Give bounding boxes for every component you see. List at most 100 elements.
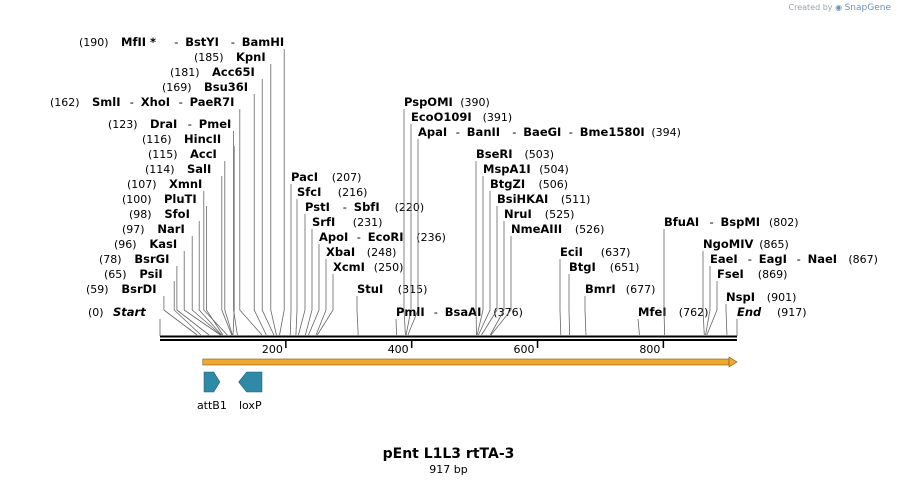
enzyme-site-position: (651) [610,261,640,274]
enzyme-site-position: (802) [769,216,799,229]
enzyme-separator: - [357,230,361,244]
enzyme-separator: - [434,305,438,319]
enzyme-leader-line [233,131,238,336]
enzyme-site-position: (869) [758,268,788,281]
enzyme-site-position: (59) [86,283,109,296]
map-title: pEnt L1L3 rtTA-3 [382,446,515,462]
enzyme-name: Bsu36I [204,80,248,94]
enzyme-site-position: (98) [129,208,152,221]
enzyme-name: BseRI [476,147,513,161]
enzyme-leader-line [706,281,718,336]
enzyme-name: FseI [717,267,744,281]
enzyme-site-position: (220) [395,201,425,214]
enzyme-site-position: (250) [374,261,404,274]
enzyme-name: PacI [291,170,318,184]
enzyme-leader-line [476,176,484,336]
enzyme-site-position: (123) [108,118,138,131]
enzyme-leader-line [270,64,277,336]
enzyme-name: BamHI [242,35,284,49]
enzyme-site-position: (78) [99,253,122,266]
enzyme-site-position: (865) [759,238,789,251]
enzyme-leader-line [315,259,327,336]
enzyme-name: EcoO109I [411,110,472,124]
enzyme-site-position: (162) [50,96,80,109]
enzyme-leader-line [490,236,512,336]
feature-loxp-label: loxP [239,399,262,412]
enzyme-leader-line [173,281,202,336]
enzyme-separator: - [231,35,235,49]
enzyme-site-position: (169) [162,81,192,94]
enzyme-separator: - [456,125,460,139]
enzyme-name: BsrGI [134,252,169,266]
enzyme-leader-line [206,206,224,336]
enzyme-site-position: (100) [122,193,152,206]
enzyme-leader-line [224,161,233,336]
enzyme-leader-line [176,266,210,336]
enzyme-name: SfoI [164,207,189,221]
enzyme-site-position: (503) [525,148,555,161]
enzyme-name: Bme1580I [580,125,645,139]
enzyme-leader-line [478,191,491,336]
enzyme-site-position: (511) [561,193,591,206]
map-length: 917 bp [429,463,468,476]
enzyme-name: EagI [759,252,787,266]
enzyme-leader-line [232,146,235,336]
snapgene-logo-icon: ◉ [835,3,843,12]
enzyme-site-position: (901) [767,291,797,304]
enzyme-site-position: (677) [626,283,656,296]
enzyme-leader-line [221,176,233,336]
enzyme-name: BspMI [721,215,761,229]
enzyme-name: StuI [357,282,383,296]
enzyme-leader-line [316,274,334,336]
enzyme-site-position: (216) [338,186,368,199]
enzyme-leader-line [298,214,306,336]
enzyme-site-position: (96) [114,238,137,251]
enzyme-site-position: (236) [416,231,446,244]
ruler-tick-label: 800 [639,343,660,356]
feature-loxp-arrow[interactable] [238,371,263,393]
enzyme-site-position: (637) [601,246,631,259]
feature-attb1-label: attB1 [197,399,227,412]
enzyme-site-position: (506) [539,178,569,191]
enzyme-separator: - [130,95,134,109]
enzyme-name: SalI [187,162,211,176]
enzyme-site-position: (97) [122,223,145,236]
enzyme-site-position: (525) [545,208,575,221]
enzyme-name: NmeAIII [511,222,562,236]
enzyme-site-position: (504) [539,163,569,176]
enzyme-leader-line [198,221,222,336]
enzyme-name: SbfI [354,200,380,214]
enzyme-name: EaeI [710,252,738,266]
enzyme-leader-line [663,229,666,336]
enzyme-name: PluTI [164,192,197,206]
enzyme-name: XhoI [141,95,170,109]
enzyme-name: PmeI [199,117,232,131]
enzyme-leader-line [308,244,320,336]
enzyme-name: PstI [305,200,330,214]
enzyme-leader-line [295,199,298,336]
enzyme-site-position: (107) [127,178,157,191]
credit-brand: SnapGene [844,3,891,13]
enzyme-name: ApoI [319,230,348,244]
enzyme-name: MfeI [638,305,667,319]
enzyme-name: SrfI [312,215,335,229]
start-label: Start [113,305,146,319]
enzyme-site-position: (190) [79,36,109,49]
enzyme-leader-line [405,124,412,336]
enzyme-site-position: (115) [148,148,178,161]
enzyme-name: Acc65I [212,65,255,79]
enzyme-name: NgoMIV [703,237,753,251]
enzyme-site-position: (867) [848,253,878,266]
enzyme-name: BsaAI [445,305,482,319]
enzyme-name: EciI [560,245,583,259]
enzyme-separator: - [343,200,347,214]
enzyme-name: BtgZI [490,177,525,191]
enzyme-name: DraI [150,117,177,131]
feature-attb1-arrow[interactable] [203,371,221,393]
enzyme-name: MfII * [121,35,156,49]
enzyme-name: PaeR7I [190,95,235,109]
enzyme-name: KasI [149,237,177,251]
enzyme-leader-line [183,251,221,336]
enzyme-leader-line [163,296,198,336]
enzyme-name: MspA1I [483,162,531,176]
